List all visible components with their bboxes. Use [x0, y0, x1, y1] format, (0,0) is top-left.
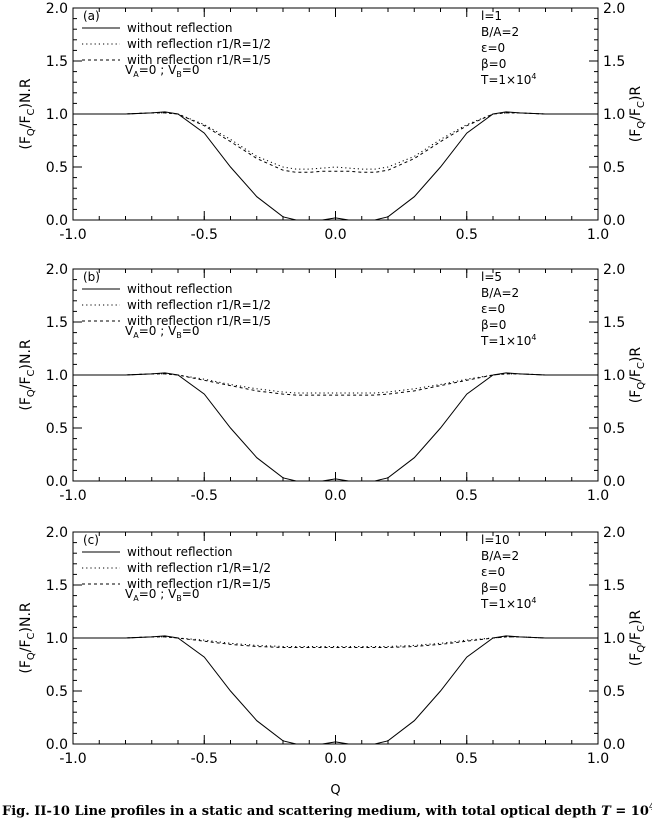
y-tick-label-right: 1.5 [603, 578, 625, 594]
y-tick-label-left: 1.5 [46, 315, 68, 331]
x-tick-label: 1.0 [587, 751, 609, 767]
y-tick-label-left: 0.0 [46, 474, 68, 490]
y-axis-label-right: (FQ/FC)R [628, 610, 647, 667]
y-tick-label-left: 0.5 [46, 160, 68, 176]
parameter-label: β=0 [481, 581, 506, 595]
y-tick-label-right: 0.0 [603, 213, 625, 229]
velocity-annotation: VA=0 ; VB=0 [125, 63, 199, 79]
y-tick-label-right: 0.5 [603, 421, 625, 437]
legend-label: without reflection [127, 21, 233, 35]
y-tick-label-left: 0.5 [46, 684, 68, 700]
y-tick-label-left: 1.5 [46, 578, 68, 594]
x-axis-label: Q [330, 783, 340, 798]
velocity-annotation: VA=0 ; VB=0 [125, 324, 199, 340]
y-tick-label-left: 2.0 [46, 262, 68, 278]
panel-label: (c) [83, 533, 99, 547]
x-tick-label: 1.0 [587, 227, 609, 243]
y-tick-label-right: 0.5 [603, 160, 625, 176]
parameter-label: T=1×104 [480, 72, 536, 87]
panel-label: (b) [83, 270, 100, 284]
parameter-label: T=1×104 [480, 333, 536, 348]
legend-label: without reflection [127, 282, 233, 296]
y-tick-label-right: 0.0 [603, 474, 625, 490]
x-tick-label: 0.0 [324, 751, 346, 767]
parameter-label: l=5 [481, 270, 502, 284]
y-tick-label-right: 2.0 [603, 1, 625, 17]
y-tick-label-right: 0.0 [603, 737, 625, 753]
x-tick-label: 1.0 [587, 488, 609, 504]
series-line [73, 636, 598, 647]
series-line [73, 373, 598, 396]
series-line [73, 373, 598, 394]
figure-canvas: -1.0 -0.5 0.0 0.5 1.00.0 0.00.5 0.51.0 1.01.5 1.… [18, 1, 647, 798]
panel-label: (a) [83, 9, 100, 23]
y-tick-label-left: 1.0 [46, 631, 68, 647]
legend-label: without reflection [127, 545, 233, 559]
x-tick-label: 0.0 [324, 227, 346, 243]
x-tick-label: -1.0 [59, 751, 86, 767]
x-tick-label: 0.0 [324, 488, 346, 504]
y-tick-label-right: 1.0 [603, 631, 625, 647]
legend-label: with reflection r1/R=1/5 [127, 314, 271, 328]
y-tick-label-right: 1.0 [603, 107, 625, 123]
x-tick-label: 0.5 [456, 488, 478, 504]
y-tick-label-left: 0.0 [46, 737, 68, 753]
series-line [73, 111, 598, 221]
series-line [73, 112, 598, 170]
legend-label: with reflection r1/R=1/2 [127, 561, 271, 575]
series-line [73, 372, 598, 482]
parameter-label: B/A=2 [481, 25, 519, 39]
series-line [73, 635, 598, 745]
parameter-label: l=10 [481, 533, 510, 547]
y-axis-label-left: (FQ/FC)N.R [18, 602, 37, 674]
y-axis-label-right: (FQ/FC)R [628, 86, 647, 143]
parameter-label: ε=0 [481, 41, 505, 55]
legend-label: with reflection r1/R=1/2 [127, 37, 271, 51]
legend-label: with reflection r1/R=1/5 [127, 577, 271, 591]
parameter-label: β=0 [481, 318, 506, 332]
parameter-label: B/A=2 [481, 286, 519, 300]
y-axis-label-right: (FQ/FC)R [628, 347, 647, 404]
x-tick-label: -0.5 [191, 488, 218, 504]
y-tick-label-right: 1.5 [603, 54, 625, 70]
y-tick-label-left: 2.0 [46, 525, 68, 541]
x-tick-label: 0.5 [456, 227, 478, 243]
y-tick-label-right: 1.5 [603, 315, 625, 331]
parameter-label: T=1×104 [480, 596, 536, 611]
y-axis-label-left: (FQ/FC)N.R [18, 78, 37, 150]
legend-label: with reflection r1/R=1/5 [127, 53, 271, 67]
caption-text: Fig. II-10 Line profiles in a static and… [2, 803, 652, 820]
y-tick-label-left: 0.0 [46, 213, 68, 229]
y-tick-label-right: 2.0 [603, 262, 625, 278]
x-tick-label: 0.5 [456, 751, 478, 767]
y-tick-label-right: 0.5 [603, 684, 625, 700]
y-tick-label-right: 1.0 [603, 368, 625, 384]
x-tick-label: -1.0 [59, 227, 86, 243]
y-tick-label-left: 1.0 [46, 368, 68, 384]
series-line [73, 636, 598, 648]
parameter-label: l=1 [481, 9, 502, 23]
x-tick-label: -0.5 [191, 751, 218, 767]
parameter-label: B/A=2 [481, 549, 519, 563]
y-tick-label-left: 1.5 [46, 54, 68, 70]
y-tick-label-left: 1.0 [46, 107, 68, 123]
x-tick-label: -0.5 [191, 227, 218, 243]
y-tick-label-right: 2.0 [603, 525, 625, 541]
legend-label: with reflection r1/R=1/2 [127, 298, 271, 312]
y-tick-label-left: 2.0 [46, 1, 68, 17]
parameter-label: ε=0 [481, 302, 505, 316]
series-line [73, 112, 598, 173]
x-tick-label: -1.0 [59, 488, 86, 504]
y-tick-label-left: 0.5 [46, 421, 68, 437]
parameter-label: ε=0 [481, 565, 505, 579]
y-axis-label-left: (FQ/FC)N.R [18, 339, 37, 411]
velocity-annotation: VA=0 ; VB=0 [125, 587, 199, 603]
figure-caption: Fig. II-10 Line profiles in a static and… [2, 803, 652, 819]
parameter-label: β=0 [481, 57, 506, 71]
